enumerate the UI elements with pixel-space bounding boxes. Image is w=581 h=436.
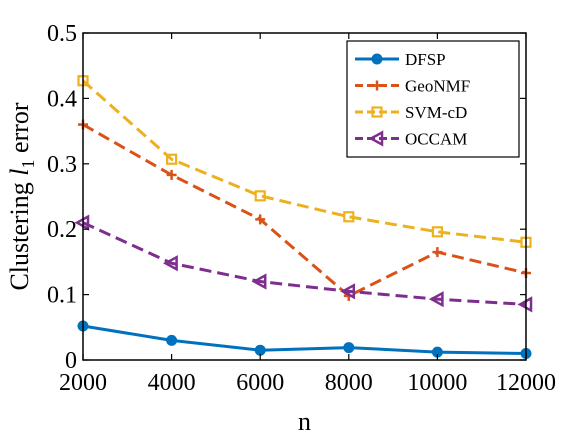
data-point-svm-cd-2 [254, 190, 266, 202]
y-tick-label: 0.1 [47, 283, 77, 309]
legend-label-occam: OCCAM [405, 130, 467, 149]
data-point-dfsp-1 [166, 334, 178, 346]
x-tick-label: 6000 [236, 370, 284, 396]
data-point-dfsp-3 [343, 342, 355, 354]
data-point-occam-1 [162, 255, 178, 272]
legend-item-occam: OCCAM [355, 130, 467, 149]
legend-item-svm-cd: SVM-cD [355, 103, 467, 122]
y-tick-label: 0.4 [47, 86, 77, 112]
data-point-svm-cd-4 [431, 226, 443, 238]
series-line-geonmf [82, 123, 527, 298]
x-tick-label: 8000 [325, 370, 373, 396]
x-tick-label: 10000 [407, 370, 467, 396]
series-line-occam [82, 221, 527, 306]
data-point-occam-4 [428, 291, 444, 308]
series-layer [74, 75, 533, 359]
legend-marker-dfsp [371, 53, 383, 65]
axes-box [82, 32, 527, 361]
y-tick-label: 0 [65, 348, 77, 374]
data-point-geonmf-4 [432, 247, 443, 258]
x-tick-label: 12000 [496, 370, 556, 396]
y-axis-label: Clustering l1 error [5, 102, 38, 290]
y-tick-label: 0.5 [47, 21, 77, 47]
axes-layer: 2000 4000 6000 8000 10000 12000 0 0.1 0.2 0.3 0.4 0… [47, 21, 556, 396]
data-point-occam-2 [251, 273, 267, 290]
legend-marker-occam [368, 130, 384, 147]
series-dfsp [77, 320, 532, 359]
y-tick-label: 0.3 [47, 152, 77, 178]
legend-marker-svm-cd [371, 106, 383, 118]
legend-marker-geonmf [372, 80, 382, 91]
legend-item-dfsp: DFSP [355, 50, 446, 69]
series-line-dfsp [82, 324, 527, 355]
data-point-geonmf-1 [166, 169, 177, 180]
data-point-dfsp-2 [254, 344, 266, 356]
data-point-svm-cd-1 [166, 153, 178, 165]
data-point-occam-3 [340, 283, 356, 300]
legend-label-svm-cd: SVM-cD [405, 103, 467, 122]
x-tick-label: 2000 [59, 370, 107, 396]
legend-label-geonmf: GeoNMF [405, 77, 470, 96]
legend: DFSP GeoNMF SVM-cD OCCAM [346, 40, 520, 158]
x-axis-label: n [298, 407, 311, 436]
legend-label-dfsp: DFSP [405, 50, 446, 69]
data-point-svm-cd-3 [343, 211, 355, 223]
data-point-geonmf-2 [255, 214, 266, 225]
y-tick-label: 0.2 [47, 217, 77, 243]
legend-item-geonmf: GeoNMF [355, 77, 470, 96]
x-tick-label: 4000 [148, 370, 196, 396]
series-line-svm-cd [82, 79, 527, 244]
